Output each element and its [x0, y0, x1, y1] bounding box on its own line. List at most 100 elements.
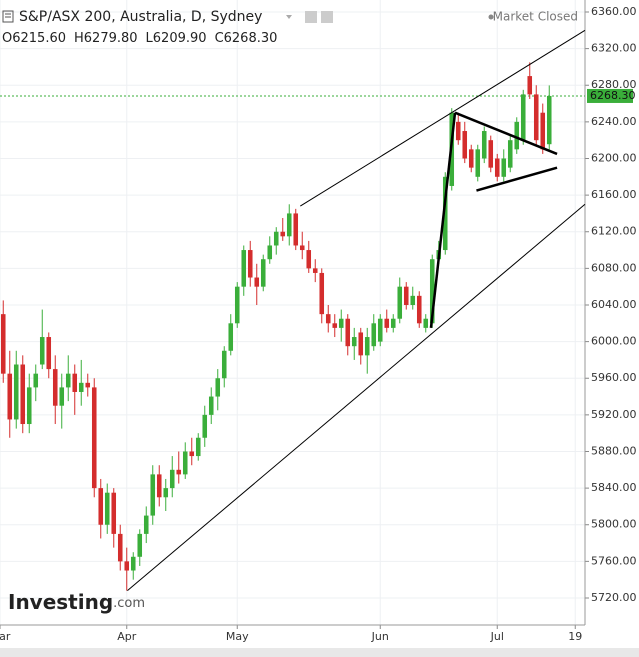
candle-body — [98, 488, 104, 525]
candle-body — [462, 131, 468, 159]
y-tick-label: 6200.00 — [591, 151, 637, 164]
candle-body — [358, 332, 364, 356]
y-tick-label: 6120.00 — [591, 225, 637, 238]
y-tick-label: 6160.00 — [591, 188, 637, 201]
y-tick-label: 6040.00 — [591, 298, 637, 311]
candle-body — [384, 318, 390, 328]
candle-body — [494, 158, 500, 177]
candle-body — [39, 337, 45, 365]
candle-body — [410, 295, 416, 305]
candle-body — [306, 250, 312, 269]
settings-icon[interactable] — [321, 11, 333, 23]
candle-body — [345, 318, 351, 347]
camera-icon[interactable] — [305, 11, 317, 23]
trendline — [454, 111, 558, 156]
y-tick-label: 6240.00 — [591, 115, 637, 128]
candle-body — [124, 561, 130, 571]
y-tick-label: 5800.00 — [591, 518, 637, 531]
candle-body — [130, 556, 136, 571]
candle-body — [189, 451, 195, 457]
x-tick-label: 19 — [568, 630, 582, 643]
candle-body — [475, 149, 481, 177]
candle-body — [397, 286, 403, 319]
candle-body — [286, 213, 292, 237]
candle-body — [546, 95, 552, 145]
candle-body — [514, 121, 520, 150]
y-tick-label: 5720.00 — [591, 591, 637, 604]
candle-body — [507, 140, 513, 168]
y-tick-label: 6280.00 — [591, 78, 637, 91]
candle-body — [273, 231, 279, 246]
x-tick-label: Mar — [0, 630, 11, 643]
candle-body — [364, 337, 370, 356]
candle-body — [520, 94, 526, 141]
ohlc-readout: O6215.60 H6279.80 L6209.90 C6268.30 — [2, 31, 277, 46]
candle-body — [325, 314, 331, 324]
candle-body — [481, 131, 487, 159]
candle-body — [312, 268, 318, 273]
candle-body — [72, 373, 78, 392]
y-tick-label: 6080.00 — [591, 261, 637, 274]
ohlc-value: C6268.30 — [215, 31, 278, 46]
x-tick-label: Jul — [490, 630, 504, 643]
x-tick-label: May — [226, 630, 249, 643]
ohlc-value: L6209.90 — [146, 31, 207, 46]
trendline — [127, 203, 586, 592]
candle-body — [403, 286, 409, 305]
candle-body — [91, 387, 97, 489]
y-tick-label: 5920.00 — [591, 408, 637, 421]
last-price-label: 6268.30 — [590, 89, 636, 102]
logo: Investing.com — [8, 590, 145, 614]
candle-body — [111, 492, 117, 534]
candle-body — [338, 318, 344, 328]
y-tick-label: 5880.00 — [591, 444, 637, 457]
candle-body — [241, 250, 247, 287]
candle-body — [390, 318, 396, 328]
y-tick-label: 5760.00 — [591, 554, 637, 567]
candle-body — [59, 387, 65, 406]
candle-body — [247, 250, 253, 278]
candle-body — [234, 286, 240, 324]
dropdown-icon[interactable] — [286, 15, 292, 19]
ohlc-value: H6279.80 — [74, 31, 138, 46]
y-tick-label: 5840.00 — [591, 481, 637, 494]
candle-body — [137, 533, 143, 557]
trendline — [476, 166, 558, 192]
candle-body — [13, 364, 19, 420]
candle-body — [442, 176, 448, 251]
candle-body — [182, 451, 188, 475]
logo-suffix: .com — [113, 596, 145, 611]
candle-body — [280, 231, 286, 237]
candle-body — [33, 373, 39, 388]
ohlc-value: O6215.60 — [2, 31, 66, 46]
logo-brand: Investing — [8, 590, 113, 614]
candle-body — [423, 318, 429, 328]
trendline — [300, 29, 586, 207]
candle-body — [26, 387, 32, 425]
candle-body — [20, 364, 26, 425]
candle-body — [371, 323, 377, 347]
candle-body — [377, 318, 383, 342]
y-tick-label: 6000.00 — [591, 335, 637, 348]
candle-body — [195, 437, 201, 457]
candle-body — [468, 149, 474, 168]
y-tick-label: 6320.00 — [591, 42, 637, 55]
candle-body — [254, 277, 260, 287]
candle-body — [416, 295, 422, 324]
candle-body — [85, 382, 91, 388]
menu-icon[interactable] — [2, 10, 14, 23]
candle-body — [156, 474, 162, 498]
candle-body — [46, 337, 52, 370]
candle-body — [429, 259, 435, 324]
chart-title: S&P/ASX 200, Australia, D, Sydney — [19, 9, 262, 25]
candle-body — [169, 469, 175, 489]
x-tick-label: Jun — [371, 630, 389, 643]
candle-body — [351, 337, 357, 347]
candle-body — [299, 245, 305, 251]
candle-body — [540, 112, 546, 150]
candle-body — [7, 373, 13, 420]
candle-body — [176, 469, 182, 475]
candle-body — [150, 474, 156, 516]
